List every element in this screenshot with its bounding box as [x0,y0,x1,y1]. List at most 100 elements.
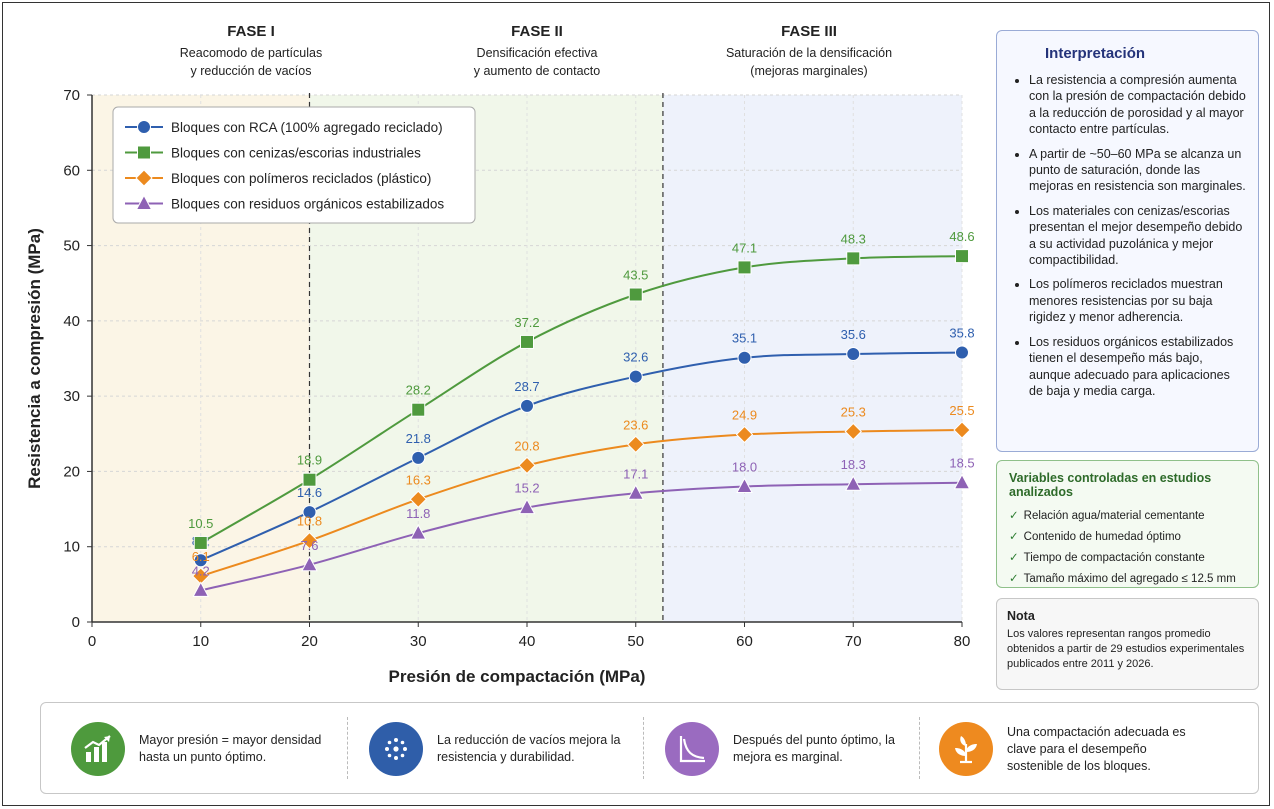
interpretation-item: Los polímeros reciclados muestran menore… [1029,276,1246,325]
phase-title: FASE III [781,23,837,40]
x-tick-label: 0 [88,633,96,650]
legend-marker [135,194,153,210]
finding-text: Después del punto óptimo, la mejora es m… [733,733,895,764]
polymer-marker [409,490,427,508]
data-label: 16.3 [406,472,431,487]
check-icon: ✓ [1009,573,1019,585]
data-label: 48.6 [949,229,974,244]
data-label: 18.0 [732,459,757,474]
y-axis-label: Resistencia a compresión (MPa) [25,228,44,489]
variable-item: ✓ Relación agua/material cementante [1009,510,1205,522]
organic-series: 4.2 7.6 11.8 15.2 17.1 18.0 18.3 18.5 [192,456,975,597]
y-tick-label: 70 [63,87,80,104]
phase-title: FASE II [511,23,563,40]
interpretation-title: Interpretación [1045,45,1146,62]
x-tick-label: 80 [954,633,971,650]
interpretation-panel: Interpretación La resistencia a compresi… [996,30,1259,452]
y-tick-label: 20 [63,463,80,480]
phase-subtitle: Densificación efectiva [477,46,598,60]
data-label: 25.3 [841,405,866,420]
check-icon: ✓ [1009,552,1019,564]
ash-marker [737,260,752,275]
x-tick-label: 50 [627,633,644,650]
interpretation-item: A partir de ~50–60 MPa se alcanza un pun… [1029,146,1246,195]
note-text: Los valores representan rangos promedio … [1007,628,1245,670]
data-label: 35.6 [841,327,866,342]
rca-marker [737,350,752,365]
organic-marker [736,477,753,493]
phase-title: FASE I [227,23,275,40]
finding-item: Después del punto óptimo, la mejora es m… [665,703,933,795]
polymer-marker [735,425,754,444]
phase-3-background [662,95,962,622]
data-label: 11.8 [406,506,430,521]
phase-subtitle: Saturación de la densificación [726,46,892,60]
organic-marker [627,484,645,500]
x-tick-label: 70 [845,633,862,650]
ash-marker [193,535,208,550]
ash-marker [411,402,426,417]
polymer-marker [518,456,536,475]
finding-item: La reducción de vacíos mejora la resiste… [369,703,637,795]
y-tick-label: 50 [63,238,80,255]
y-tick-label: 10 [63,539,80,556]
phase-subtitle: Reacomodo de partículas [180,46,322,60]
polymer-series-line [200,429,963,578]
data-label: 32.6 [623,350,648,365]
check-icon: ✓ [1009,531,1019,543]
ash-marker [520,334,534,349]
ash-marker [302,472,317,487]
rca-marker [193,553,208,568]
chart-up-icon [71,722,125,776]
organic-marker [953,473,971,490]
interpretation-item: Los materiales con cenizas/escorias pres… [1029,203,1246,269]
phase-subtitle: (mejoras marginales) [750,64,867,78]
data-label: 4.2 [192,563,210,578]
data-label: 15.2 [514,481,539,496]
separator [919,717,920,779]
separator [643,717,644,779]
rca-marker [520,398,534,413]
ash-marker [846,251,861,266]
finding-item: Mayor presión = mayor densidad hasta un … [71,703,339,795]
finding-item: Una compactación adecuada es clave para … [939,703,1197,795]
y-tick-label: 60 [63,162,80,179]
legend-marker [137,120,151,134]
organic-marker [409,524,427,540]
variables-title: Variables controladas en estudios analiz… [1009,471,1212,499]
legend-marker [137,145,151,160]
legend-entry: Bloques con cenizas/escorias industriale… [171,146,421,161]
rca-marker [628,369,643,384]
rca-marker [955,345,969,360]
x-tick-label: 60 [736,633,753,650]
polymer-series: 6.1 10.8 16.3 20.8 23.6 24.9 25.3 25.5 [192,403,975,585]
rca-marker [846,346,861,361]
x-tick-label: 10 [192,633,209,650]
data-label: 37.2 [514,315,539,330]
controlled-variables-panel: Variables controladas en estudios analiz… [996,460,1259,588]
polymer-marker [627,435,645,454]
finding-text: Una compactación adecuada es clave para … [1007,724,1186,773]
data-label: 35.1 [732,331,757,346]
data-label: 14.6 [297,485,322,500]
legend-box [112,106,476,224]
ash-marker [955,249,969,264]
polymer-marker [844,422,862,441]
legend-marker [135,169,153,187]
key-findings-bar: Mayor presión = mayor densidad hasta un … [40,702,1259,794]
variable-item: ✓ Tiempo de compactación constante [1009,552,1205,564]
ash-marker [628,287,643,302]
data-label: 24.9 [732,408,757,423]
data-label: 18.3 [841,457,866,472]
data-label: 23.6 [623,417,648,432]
data-label: 10.8 [297,514,322,529]
polymer-marker [953,421,971,439]
compaction-strength-chart: 0 10 20 30 40 50 60 70 80 0 10 20 30 40 50 60 70 Presión … [25,23,975,686]
data-label: 18.5 [949,456,974,471]
data-label: 43.5 [623,268,648,283]
legend-entry: Bloques con polímeros reciclados (plásti… [171,171,431,186]
note-panel: Nota Los valores representan rangos prom… [996,598,1259,690]
y-tick-label: 40 [63,313,80,330]
data-label: 21.8 [406,431,431,446]
data-label: 7.6 [300,538,318,553]
